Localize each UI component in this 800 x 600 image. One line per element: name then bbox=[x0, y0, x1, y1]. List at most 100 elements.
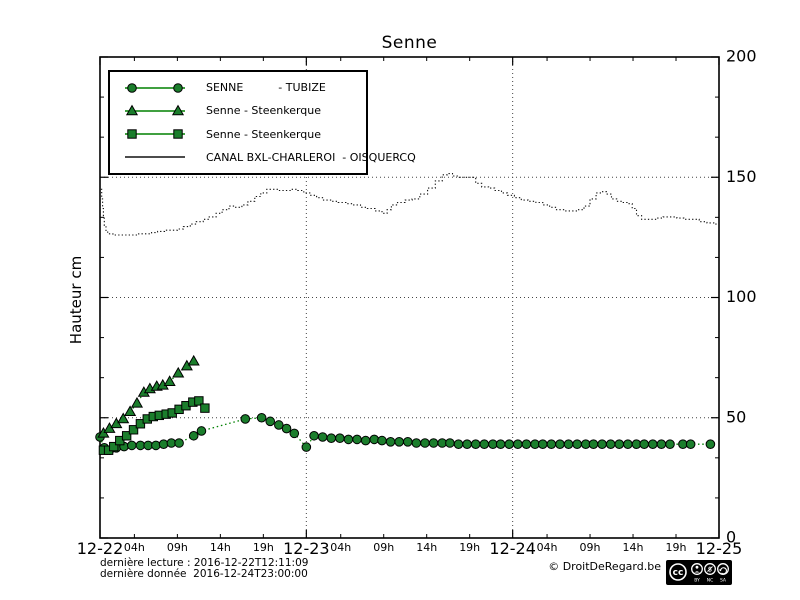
circle-marker-icon bbox=[605, 439, 616, 450]
cc-logo-icon bbox=[669, 563, 687, 581]
circle-marker-icon bbox=[127, 82, 137, 93]
square-marker-icon bbox=[128, 425, 139, 435]
legend-label: Senne - Steenkerque bbox=[206, 127, 322, 141]
circle-marker-icon bbox=[521, 439, 532, 450]
x-day-label: 12-24 bbox=[489, 539, 536, 558]
circle-marker-icon bbox=[546, 439, 557, 450]
x-hour-label: 04h bbox=[537, 541, 558, 554]
circle-marker-icon bbox=[479, 439, 490, 450]
triangle-marker-icon bbox=[171, 104, 185, 116]
circle-marker-icon bbox=[563, 439, 574, 450]
x-hour-label: 04h bbox=[330, 541, 351, 554]
circle-marker-icon bbox=[648, 439, 658, 450]
square-marker-icon bbox=[135, 419, 146, 429]
circle-marker-icon bbox=[265, 416, 276, 427]
circle-marker-icon bbox=[614, 439, 625, 450]
circle-marker-icon bbox=[420, 438, 430, 448]
circle-marker-icon bbox=[343, 434, 354, 445]
circle-marker-icon bbox=[639, 439, 650, 450]
legend-item: SENNE - TUBIZE bbox=[110, 77, 366, 99]
x-day-label: 12-25 bbox=[696, 539, 743, 558]
square-legend-sample bbox=[125, 129, 185, 139]
series-senne-steenkerque bbox=[98, 396, 210, 455]
person-body-icon bbox=[694, 571, 700, 573]
y-tick-label: 50 bbox=[726, 407, 746, 426]
series-canal-bxl-charleroi-oisquercq bbox=[100, 173, 719, 236]
circle-marker-icon bbox=[572, 439, 582, 450]
person-head-icon bbox=[695, 565, 699, 569]
circle-marker-icon bbox=[127, 440, 137, 451]
circle-marker-icon bbox=[158, 439, 169, 450]
circle-marker-icon bbox=[462, 439, 472, 450]
circle-marker-icon bbox=[174, 438, 184, 448]
sa-arrowhead bbox=[719, 569, 722, 572]
chart-title: Senne bbox=[381, 33, 438, 53]
series-senne-steenkerque bbox=[97, 354, 200, 438]
badge-label: SA bbox=[720, 577, 727, 583]
circle-marker-icon bbox=[597, 439, 607, 450]
triangle-marker-icon bbox=[117, 412, 130, 424]
circle-marker-icon bbox=[513, 439, 523, 450]
triangle-marker-icon bbox=[163, 375, 176, 386]
x-hour-label: 09h bbox=[580, 541, 601, 554]
circle-marker-icon bbox=[665, 439, 675, 450]
x-hour-label: 09h bbox=[167, 541, 188, 554]
badge-glyph: cc bbox=[673, 568, 684, 578]
circle-marker-icon bbox=[352, 434, 362, 445]
circle-legend-sample bbox=[125, 82, 185, 93]
footer-last-reading: dernière lecture : 2016-12-22T12:11:09 bbox=[100, 557, 309, 569]
circle-marker-icon bbox=[151, 440, 161, 451]
circle-marker-icon bbox=[301, 442, 312, 452]
legend-label: SENNE - TUBIZE bbox=[206, 81, 326, 95]
y-tick-label: 100 bbox=[726, 287, 757, 306]
legend-label: Senne - Steenkerque bbox=[206, 104, 322, 118]
circle-marker-icon bbox=[504, 439, 515, 450]
circle-marker-icon bbox=[453, 439, 464, 450]
square-marker-icon bbox=[200, 403, 210, 413]
circle-marker-icon bbox=[656, 439, 667, 450]
x-day-label: 12-23 bbox=[283, 539, 330, 558]
circle-marker-icon bbox=[173, 82, 183, 93]
circle-marker-icon bbox=[377, 435, 387, 446]
circle-marker-icon bbox=[360, 435, 371, 446]
square-marker-icon bbox=[173, 129, 183, 139]
square-marker-icon bbox=[109, 441, 119, 452]
square-marker-icon bbox=[115, 435, 125, 446]
y-tick-label: 200 bbox=[726, 47, 757, 66]
triangle-marker-icon bbox=[130, 396, 144, 408]
circle-marker-icon bbox=[385, 437, 396, 447]
canal-step-line bbox=[100, 173, 719, 236]
circle-marker-icon bbox=[274, 420, 284, 430]
legend-label: CANAL BXL-CHARLEROI - OISQUERCQ bbox=[206, 150, 416, 164]
footer-last-data: dernière donnée 2016-12-24T23:00:00 bbox=[100, 568, 308, 580]
x-hour-label: 14h bbox=[210, 541, 231, 554]
circle-marker-icon bbox=[428, 438, 439, 448]
triangle-marker-icon bbox=[172, 366, 185, 378]
circle-marker-icon bbox=[623, 439, 633, 450]
x-hour-label: 19h bbox=[253, 541, 274, 554]
circle-marker-icon bbox=[705, 439, 716, 450]
circle-marker-icon bbox=[289, 428, 300, 439]
badge-label: NC bbox=[707, 577, 714, 583]
x-day-label: 12-22 bbox=[77, 539, 124, 558]
circle-marker-icon bbox=[326, 433, 337, 443]
triangle-marker-icon bbox=[125, 104, 139, 116]
legend: SENNE - TUBIZE Senne - Steenkerque Senne -… bbox=[108, 70, 416, 175]
x-hour-label: 14h bbox=[416, 541, 437, 554]
sa-icon bbox=[717, 563, 729, 575]
x-hour-label: 14h bbox=[623, 541, 644, 554]
circle-marker-icon bbox=[411, 438, 422, 448]
badge-label: BY bbox=[694, 577, 700, 583]
square-marker-icon bbox=[121, 431, 132, 441]
circle-marker-icon bbox=[188, 430, 199, 441]
y-tick-label: 0 bbox=[726, 528, 736, 547]
legend-item: CANAL BXL-CHARLEROI - OISQUERCQ bbox=[110, 146, 416, 168]
series-senne-tubize bbox=[95, 412, 716, 456]
circle-marker-icon bbox=[281, 423, 292, 434]
y-axis-label: Hauteur cm bbox=[67, 255, 85, 345]
circle-marker-icon bbox=[256, 412, 267, 423]
circle-marker-icon bbox=[445, 438, 455, 448]
triangle-marker-icon bbox=[124, 405, 137, 417]
